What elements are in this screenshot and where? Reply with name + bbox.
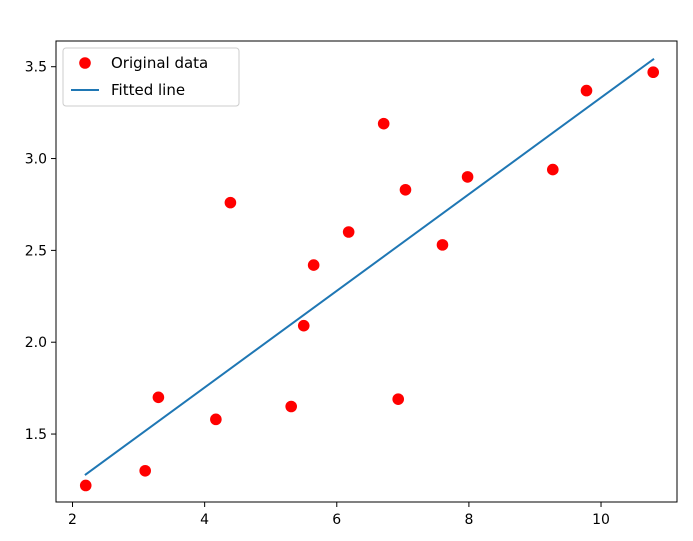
legend-marker-icon	[79, 57, 91, 69]
x-tick-label: 2	[68, 512, 77, 528]
y-tick-label: 3.0	[25, 152, 47, 168]
axes-frame	[55, 40, 678, 503]
legend-entry-fitted-line: Fitted line	[71, 81, 185, 99]
data-point	[285, 400, 297, 413]
plot-area	[79, 57, 660, 492]
data-point	[152, 391, 165, 404]
legend-box	[62, 47, 240, 107]
data-point	[377, 117, 390, 130]
data-point	[647, 66, 660, 79]
legend-label: Original data	[111, 54, 208, 72]
y-tick-label: 1.5	[25, 427, 47, 443]
fitted-line	[84, 57, 655, 476]
data-point	[342, 226, 355, 238]
axes: 2 4 6 8 10 1.5 2.0 2.5 3.0 3.5	[25, 40, 678, 528]
y-tick-label: 2.0	[25, 335, 47, 351]
x-tick-label: 8	[464, 512, 473, 528]
legend: Original data Fitted line	[62, 47, 240, 107]
legend-entry-original-data: Original data	[79, 54, 208, 72]
legend-label: Fitted line	[111, 81, 185, 99]
data-point	[399, 183, 412, 196]
y-tick-label: 3.5	[25, 60, 47, 76]
data-point	[307, 259, 320, 271]
data-point	[547, 163, 559, 176]
data-point	[224, 196, 237, 209]
data-point	[436, 239, 449, 251]
x-tick-label: 10	[592, 512, 610, 528]
data-point	[392, 393, 405, 405]
data-point	[210, 413, 222, 426]
x-tick-label: 6	[332, 512, 341, 528]
data-point	[461, 171, 474, 183]
y-tick-label: 2.5	[25, 243, 47, 259]
x-tick-label: 4	[200, 512, 209, 528]
data-point	[297, 319, 310, 332]
data-point	[580, 84, 593, 97]
data-point	[79, 479, 92, 492]
data-point	[139, 464, 151, 477]
